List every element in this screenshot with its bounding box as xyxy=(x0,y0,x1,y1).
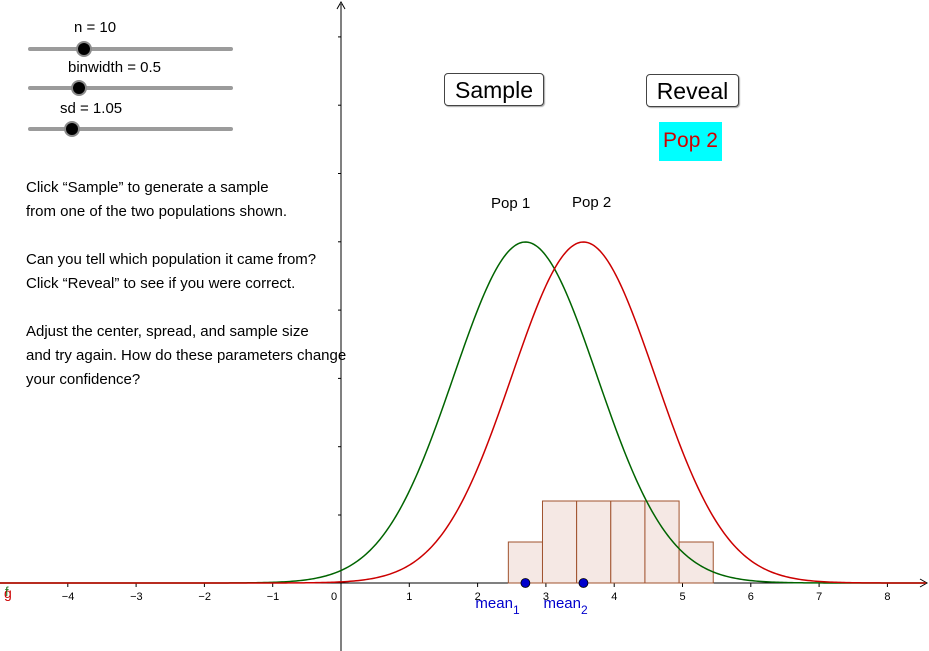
mean-point-1 xyxy=(520,578,531,588)
mean-point-2 xyxy=(578,578,589,588)
population-curve-1 xyxy=(0,241,926,584)
y-axis-arrow xyxy=(336,0,346,10)
sample-means: mean1 mean2 xyxy=(475,578,589,617)
slider-sd-track[interactable] xyxy=(28,127,233,131)
slider-n-label: n = 10 xyxy=(74,19,117,36)
instruction-adjust: Adjust the center, spread, and sample si… xyxy=(26,323,347,388)
slider-binwidth-label: binwidth = 0.5 xyxy=(68,59,161,76)
instruction-reveal: Can you tell which population it came fr… xyxy=(26,251,317,292)
slider-n-handle[interactable] xyxy=(76,41,92,57)
sample-button[interactable]: Sample xyxy=(444,73,544,106)
x-axis-arrow xyxy=(919,578,929,588)
x-tick-label: 0 xyxy=(331,591,337,603)
x-tick-label: 4 xyxy=(611,591,617,603)
histogram-bar xyxy=(541,500,578,584)
instruction-sample: Click “Sample” to generate a sample from… xyxy=(26,179,287,220)
x-tick-label: 5 xyxy=(680,591,686,603)
slider-n-track[interactable] xyxy=(28,47,233,51)
slider-binwidth-handle[interactable] xyxy=(71,80,87,96)
reveal-result-badge: Pop 2 xyxy=(659,122,722,161)
histogram-bar xyxy=(610,500,646,584)
histogram-bar xyxy=(644,500,680,584)
mean-label-1: mean1 xyxy=(475,595,520,617)
x-tick-label: 3 xyxy=(543,591,549,603)
x-tick-label: −1 xyxy=(267,591,280,603)
x-tick-label: −2 xyxy=(198,591,211,603)
reveal-button[interactable]: Reveal xyxy=(646,74,739,107)
slider-sd-label: sd = 1.05 xyxy=(60,100,123,117)
slider-binwidth-track[interactable] xyxy=(28,86,233,90)
mean-label-2: mean2 xyxy=(543,595,588,617)
x-tick-label: 8 xyxy=(884,591,890,603)
population-curves xyxy=(0,241,926,584)
x-tick-label: 7 xyxy=(816,591,822,603)
x-tick-label: −4 xyxy=(62,591,75,603)
x-tick-label: 6 xyxy=(748,591,754,603)
x-tick-label: −3 xyxy=(130,591,143,603)
histogram-bar xyxy=(507,541,543,584)
slider-sd-handle[interactable] xyxy=(64,121,80,137)
function-label-g: g xyxy=(4,585,12,601)
x-tick-label: 1 xyxy=(406,591,412,603)
histogram-bar xyxy=(576,500,612,584)
population-curve-2 xyxy=(0,241,926,584)
curve-label-pop2: Pop 2 xyxy=(572,194,612,211)
curve-label-pop1: Pop 1 xyxy=(491,195,531,212)
function-label-f: f xyxy=(5,584,9,599)
x-tick-label: 2 xyxy=(475,591,481,603)
instructions: Click “Sample” to generate a sample from… xyxy=(26,176,386,416)
sample-histogram xyxy=(507,500,714,584)
